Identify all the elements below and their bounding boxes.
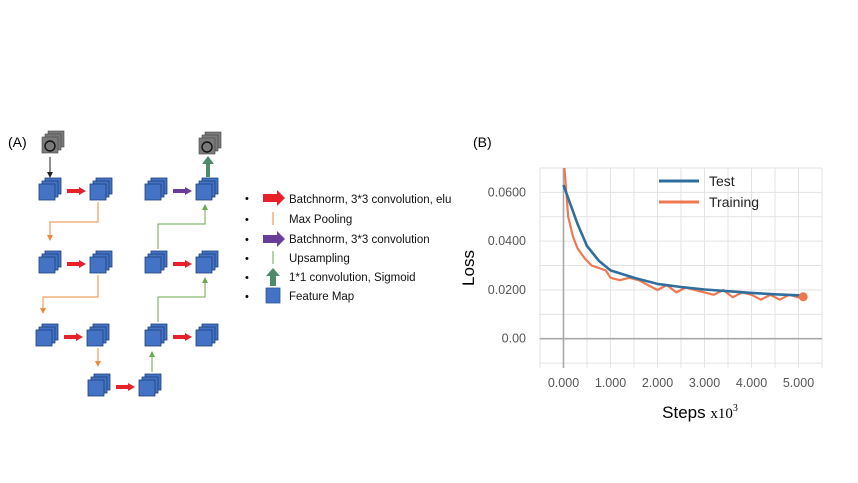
legend-bullet: • (245, 272, 249, 284)
feature-map-l3-a (35, 323, 59, 347)
panel-a: (A) • • • • • • Batchnorm, 3*3 convoluti… (8, 130, 451, 397)
blue-square-icon (265, 287, 281, 304)
input-image-stack (41, 130, 65, 154)
legend-text-feature-map: Feature Map (289, 291, 354, 303)
series-line-training (563, 168, 804, 301)
training-end-point (798, 292, 808, 302)
y-tick-label: 0.0600 (488, 185, 526, 199)
y-tick-label: 0.00 (502, 332, 526, 346)
legend-bullet: • (245, 214, 249, 226)
feature-map-r2-b (195, 250, 219, 274)
feature-map-r3-a (144, 323, 168, 347)
feature-map-r2-a (144, 250, 168, 274)
legend-bullet: • (245, 234, 249, 246)
y-axis-label: Loss (459, 250, 478, 286)
legend-text-max-pooling: Max Pooling (289, 214, 352, 226)
legend-bullet: • (245, 193, 249, 205)
x-tick-label: 3.000 (689, 376, 720, 390)
upsampling-arrow (157, 204, 208, 249)
legend-text-conv: Batchnorm, 3*3 convolution (289, 234, 430, 246)
x-tick-label: 5.000 (783, 376, 814, 390)
x-tick-label: 4.000 (736, 376, 767, 390)
x-axis-label: Steps x103 (662, 403, 738, 422)
feature-map-l1-b (89, 177, 113, 201)
red-arrow-icon (263, 190, 285, 206)
upsampling-arrow (157, 277, 208, 322)
legend-text-sigmoid: 1*1 convolution, Sigmoid (289, 272, 416, 284)
y-tick-label: 0.0400 (488, 234, 526, 248)
series-line-test (562, 184, 804, 297)
legend-label: Test (709, 173, 735, 189)
x-tick-label: 0.000 (548, 376, 579, 390)
feature-map-r1-b (195, 177, 219, 201)
loss-chart: 0.00 0.0200 0.0400 0.0600 0.000 1.000 2.000 3.0… (459, 167, 823, 422)
chart-legend: Test Training (659, 173, 759, 210)
feature-map-r1-a (144, 177, 168, 201)
output-image-stack (198, 131, 222, 155)
green-thick-arrow-icon (266, 268, 280, 286)
conv-elu-arrow (116, 383, 135, 391)
panel-b-label: (B) (473, 134, 492, 150)
feature-map-bottom-a (87, 373, 111, 397)
legend-bullet: • (245, 253, 249, 265)
panel-b: (B) 0.00 0.0200 0.0400 0.0600 0.000 1.000 2.00… (459, 134, 823, 422)
legend-text-conv-elu: Batchnorm, 3*3 convolution, elu (289, 194, 451, 206)
feature-map-l2-a (38, 250, 62, 274)
y-tick-label: 0.0200 (488, 283, 526, 297)
legend-bullet: • (245, 291, 249, 303)
conv-elu-arrow (173, 333, 192, 341)
feature-map-r3-b (195, 323, 219, 347)
purple-arrow-icon (263, 231, 285, 247)
feature-map-l1-a (38, 177, 62, 201)
feature-map-bottom-b (138, 373, 162, 397)
conv-elu-arrow (67, 187, 86, 195)
conv-elu-arrow (67, 260, 86, 268)
max-pooling-arrow (47, 202, 99, 241)
conv-arrow (173, 187, 192, 195)
sigmoid-arrow (202, 156, 214, 177)
legend-label: Training (709, 194, 759, 210)
conv-elu-arrow (173, 260, 192, 268)
feature-map-l2-b (89, 250, 113, 274)
max-pooling-arrow (40, 275, 99, 314)
unet-diagram (35, 130, 222, 397)
panel-a-label: (A) (8, 134, 27, 150)
x-tick-label: 1.000 (595, 376, 626, 390)
legend-text-upsampling: Upsampling (289, 253, 350, 265)
x-tick-label: 2.000 (642, 376, 673, 390)
conv-elu-arrow (64, 333, 83, 341)
feature-map-l3-b (86, 323, 110, 347)
legend: • • • • • • Batchnorm, 3*3 convolution, … (245, 190, 451, 304)
chart-grid (539, 167, 823, 368)
